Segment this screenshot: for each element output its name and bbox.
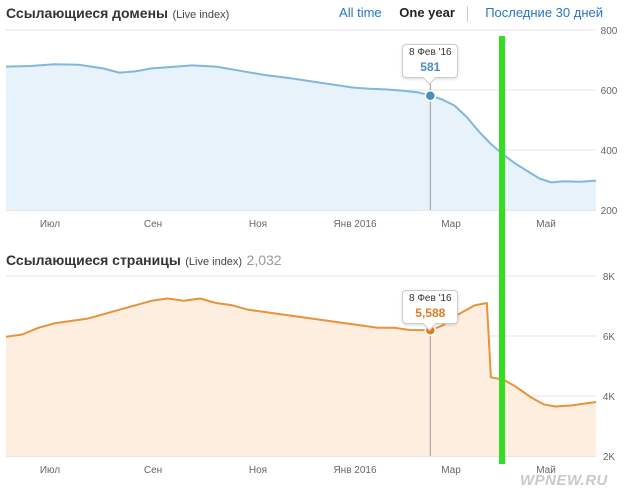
chart-2-y-tick-label: 8K [603, 272, 616, 283]
chart-1-hover-point [424, 89, 437, 102]
chart-2-total: 2,032 [246, 252, 282, 268]
time-range-filters: All time One year Последние 30 дней [325, 5, 603, 22]
chart-2-x-tick-label: Июл [40, 465, 60, 476]
chart-2-title-row: Ссылающиеся страницы (Live index) 2,032 [6, 252, 282, 270]
referring-domains-chart: 800 600 400 200 Июл Сен Ноя Янв 2016 Мар Май [5, 26, 618, 230]
chart-2-y-tick-label: 6K [603, 332, 616, 343]
chart-2-title: Ссылающиеся страницы [6, 252, 181, 268]
chart-1-title-row: Ссылающиеся домены (Live index) [6, 5, 229, 23]
chart-1-x-tick-label: Мар [441, 219, 461, 230]
chart-1-area-fill [6, 64, 596, 210]
chart-1-y-tick-label: 600 [601, 86, 618, 97]
chart-1-title: Ссылающиеся домены [6, 5, 168, 21]
chart-2-y-tick-label: 4K [603, 392, 616, 403]
chart-1-y-tick-label: 200 [601, 206, 618, 217]
chart-2-subtitle: (Live index) [185, 256, 243, 268]
watermark-logo: WPNEW.RU [520, 472, 608, 489]
chart-2-tooltip-date: 8 Фев '16 [408, 293, 452, 304]
chart-1-y-tick-label: 400 [601, 146, 618, 157]
filter-one-year[interactable]: One year [399, 5, 455, 20]
green-marker-line [499, 36, 505, 464]
chart-1-tooltip-date: 8 Фев '16 [408, 47, 452, 58]
chart-2-y-tick-label: 2K [603, 452, 616, 463]
filter-separator [466, 5, 468, 22]
chart-1-x-tick-label: Янв 2016 [333, 219, 377, 230]
chart-1-tooltip: 8 Фев '16 581 [402, 44, 459, 78]
chart-1-x-tick-label: Сен [144, 219, 162, 230]
chart-1-x-tick-label: Ноя [249, 219, 267, 230]
chart-1-x-tick-label: Май [536, 219, 556, 230]
referring-pages-chart: 8K 6K 4K 2K Июл Сен Ноя Янв 2016 Мар Май [5, 272, 616, 476]
chart-2-x-tick-label: Янв 2016 [333, 465, 377, 476]
filter-last-30-days[interactable]: Последние 30 дней [485, 5, 603, 20]
chart-2-tooltip: 8 Фев '16 5,588 [402, 290, 459, 324]
chart-1-y-tick-label: 800 [601, 26, 618, 37]
chart-1-tooltip-value: 581 [420, 60, 441, 74]
chart-2-x-tick-label: Май [536, 465, 556, 476]
chart-2-area-fill [6, 298, 596, 456]
chart-2-x-tick-label: Сен [144, 465, 162, 476]
chart-2-x-tick-label: Мар [441, 465, 461, 476]
chart-1-x-tick-label: Июл [40, 219, 60, 230]
chart-2-series-line [5, 297, 597, 408]
chart-1-subtitle: (Live index) [172, 9, 230, 21]
filter-all-time[interactable]: All time [339, 5, 382, 20]
chart-2-tooltip-value: 5,588 [415, 306, 446, 320]
chart-1-series-line [5, 63, 597, 184]
chart-2-x-tick-label: Ноя [249, 465, 267, 476]
